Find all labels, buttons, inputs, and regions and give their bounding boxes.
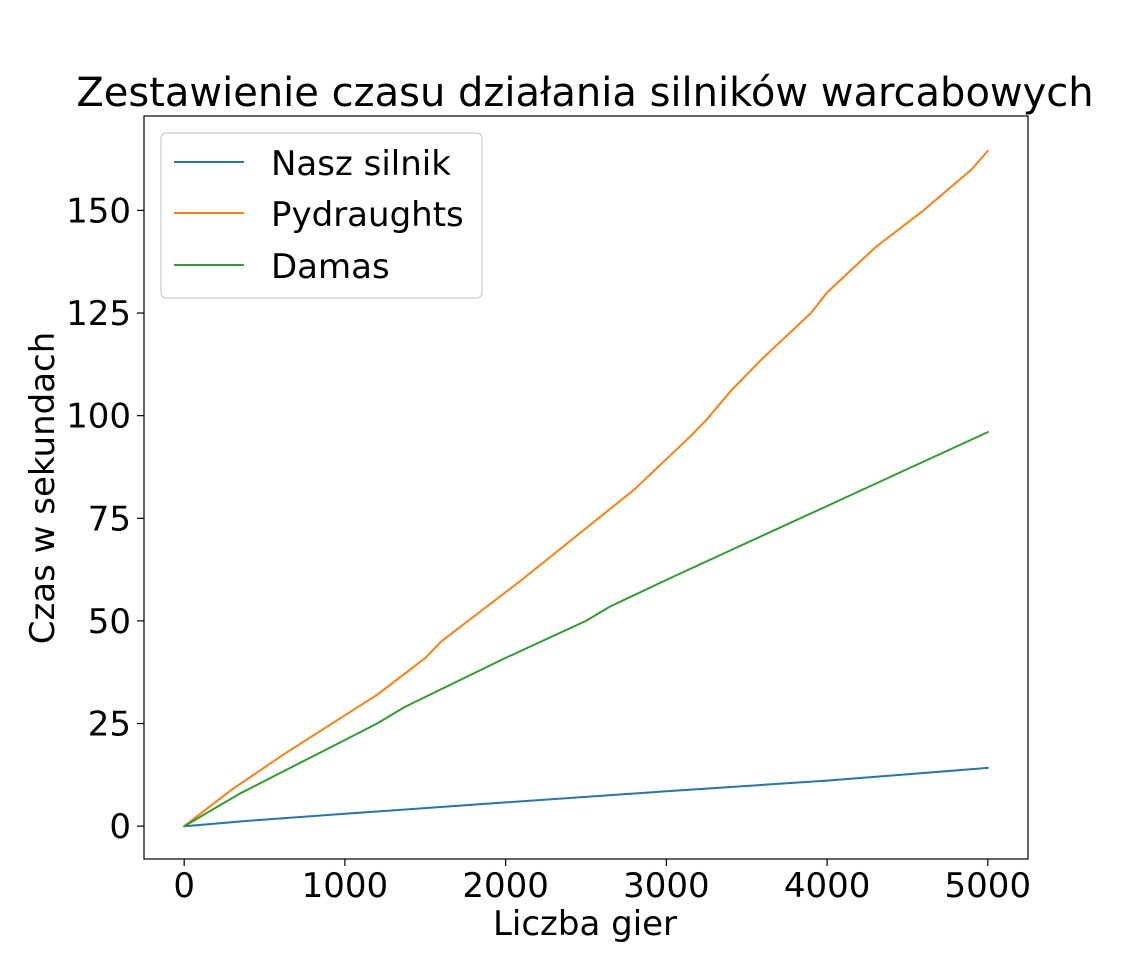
y-tick-label: 75 [88, 499, 131, 539]
y-tick-label: 150 [66, 191, 131, 231]
x-axis: 0 1000 2000 3000 4000 5000 [173, 859, 1031, 906]
y-tick-label: 0 [109, 807, 131, 847]
series-line-pydraughts [183, 149, 989, 828]
x-tick-label: 1000 [302, 866, 389, 906]
legend-box [160, 132, 483, 299]
legend-label-pydraughts: Pydraughts [271, 195, 464, 235]
x-tick-label: 3000 [623, 866, 710, 906]
y-tick-label: 50 [88, 602, 131, 642]
legend: Nasz silnik Pydraughts Damas [160, 132, 483, 299]
series-line-nasz-silnik [183, 766, 989, 828]
x-tick-label: 2000 [462, 866, 549, 906]
series-line-damas [183, 431, 989, 828]
x-axis-label: Liczba gier [493, 904, 677, 944]
y-axis-label: Czas w sekundach [23, 332, 63, 645]
y-tick-label: 100 [66, 397, 131, 437]
series-layer [183, 149, 989, 828]
legend-label-nasz-silnik: Nasz silnik [271, 144, 451, 184]
y-tick-label: 25 [88, 705, 131, 745]
legend-label-damas: Damas [271, 247, 390, 287]
x-tick-label: 0 [173, 866, 195, 906]
plot-frame [143, 115, 1029, 860]
x-tick-label: 4000 [784, 866, 871, 906]
y-tick-label: 125 [66, 294, 131, 334]
chart-title: Zestawienie czasu działania silników war… [76, 70, 1093, 116]
y-axis: 0 25 50 75 100 125 150 [66, 191, 144, 847]
x-tick-label: 5000 [945, 866, 1032, 906]
plot-area [143, 115, 1029, 860]
